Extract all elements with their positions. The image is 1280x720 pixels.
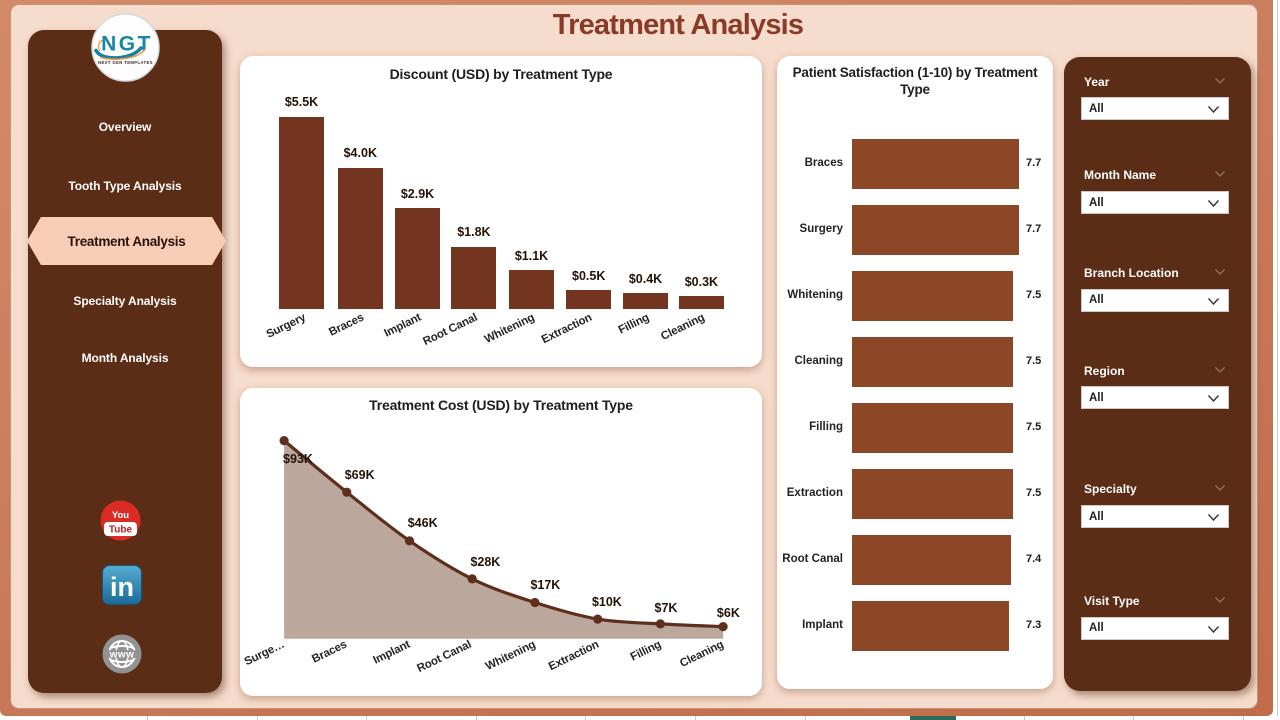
svg-text:Tube: Tube <box>109 525 133 536</box>
svg-text:You: You <box>112 510 129 521</box>
svg-text:in: in <box>110 572 134 602</box>
svg-text:www: www <box>109 650 135 661</box>
svg-text:NGT: NGT <box>101 33 153 56</box>
svg-text:NEXT GEN TEMPLATES: NEXT GEN TEMPLATES <box>98 60 153 65</box>
